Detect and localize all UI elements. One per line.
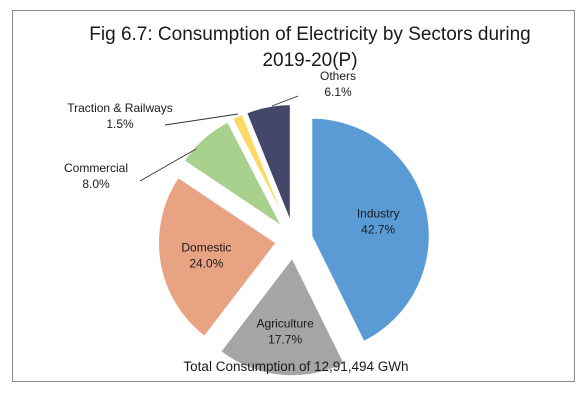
slice-label-industry: Industry [357, 206, 400, 220]
total-consumption-note: Total Consumption of 12,91,494 GWh [183, 359, 408, 374]
slice-percent-domestic: 24.0% [189, 256, 223, 270]
slice-label-domestic: Domestic [181, 240, 231, 254]
pie-slice-industry [310, 117, 431, 343]
slice-label-agriculture: Agriculture [256, 317, 314, 331]
chart-title-line-2: 2019-20(P) [262, 50, 357, 71]
slice-label-commercial: Commercial [64, 161, 128, 175]
slice-percent-others: 6.1% [324, 85, 352, 99]
slice-percent-traction-railways: 1.5% [106, 117, 134, 131]
slice-percent-industry: 42.7% [361, 222, 395, 236]
slice-label-others: Others [320, 69, 356, 83]
slice-percent-agriculture: 17.7% [268, 333, 302, 347]
pie-slice-agriculture [219, 256, 346, 377]
leader-line-others [271, 95, 299, 107]
slice-percent-commercial: 8.0% [82, 177, 110, 191]
leader-line-commercial [139, 148, 197, 182]
leader-line-traction-railways [164, 113, 239, 126]
pie-slice-commercial [182, 120, 283, 228]
slice-label-traction-railways: Traction & Railways [67, 101, 173, 115]
pie-slice-traction-railways [231, 113, 288, 224]
pie-slice-domestic [157, 176, 278, 338]
pie-slice-others [245, 103, 292, 223]
chart-title-line-1: Fig 6.7: Consumption of Electricity by S… [89, 24, 530, 45]
